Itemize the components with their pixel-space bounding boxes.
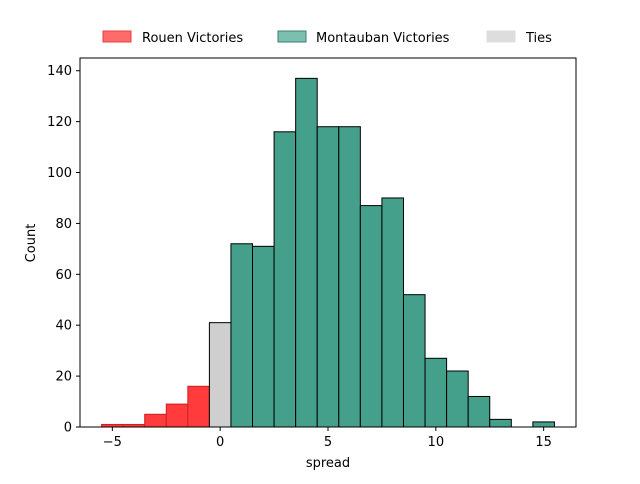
histogram-bar-montauban-victories-2	[273, 131, 297, 428]
histogram-bar-montauban-victories-5	[338, 126, 361, 428]
x-axis-ticks: −5 0 5 10 15	[103, 427, 552, 450]
histogram-bar-montauban-victories-6	[359, 205, 383, 428]
plot-area-frame	[79, 57, 577, 428]
y-axis-label: Count	[24, 224, 39, 263]
y-axis-ticks: 0 20 40 60 80 100 120 140	[47, 64, 80, 436]
histogram-bar-montauban-victories-4	[316, 126, 340, 428]
y-tick-label: 40	[55, 319, 72, 334]
x-tick-label: 10	[428, 435, 445, 450]
histogram-bar-rouen-victories-4	[187, 385, 210, 428]
histogram-bar-montauban-victories-12	[489, 418, 512, 428]
legend-swatch-rouen	[102, 30, 132, 43]
legend-label-rouen: Rouen Victories	[142, 31, 243, 46]
y-tick-label: 60	[55, 268, 72, 283]
legend-label-montauban: Montauban Victories	[316, 31, 450, 46]
x-tick-label: 15	[535, 435, 552, 450]
legend: Rouen Victories Montauban Victories Ties	[102, 30, 552, 46]
histogram-bar-rouen-victories-2	[144, 413, 167, 428]
x-tick-label: 5	[324, 435, 332, 450]
x-axis-label: spread	[306, 456, 350, 471]
x-tick-label: −5	[103, 435, 122, 450]
histogram-bar-montauban-victories-3	[295, 77, 318, 428]
histogram-bar-montauban-victories-0	[230, 243, 254, 428]
histogram-bar-rouen-victories-3	[165, 403, 189, 428]
histogram-bar-montauban-victories-8	[402, 294, 426, 428]
histogram-bar-montauban-victories-11	[467, 395, 491, 428]
y-tick-label: 0	[64, 421, 72, 436]
histogram-bar-montauban-victories-10	[446, 370, 469, 428]
y-tick-label: 100	[47, 166, 72, 181]
y-tick-label: 120	[47, 115, 72, 130]
legend-label-ties: Ties	[525, 31, 552, 46]
y-tick-label: 140	[47, 64, 72, 79]
x-tick-label: 0	[216, 435, 224, 450]
y-tick-label: 20	[55, 370, 72, 385]
bars-group	[101, 77, 555, 428]
legend-swatch-ties	[486, 30, 516, 43]
histogram-bar-montauban-victories-7	[381, 197, 404, 428]
histogram-bar-ties-0	[208, 322, 232, 428]
histogram-bar-montauban-victories-1	[252, 245, 275, 428]
legend-swatch-montauban	[277, 30, 307, 43]
y-tick-label: 80	[55, 217, 72, 232]
histogram-bar-montauban-victories-9	[424, 357, 448, 428]
histogram-bar-montauban-victories-14	[532, 421, 555, 428]
